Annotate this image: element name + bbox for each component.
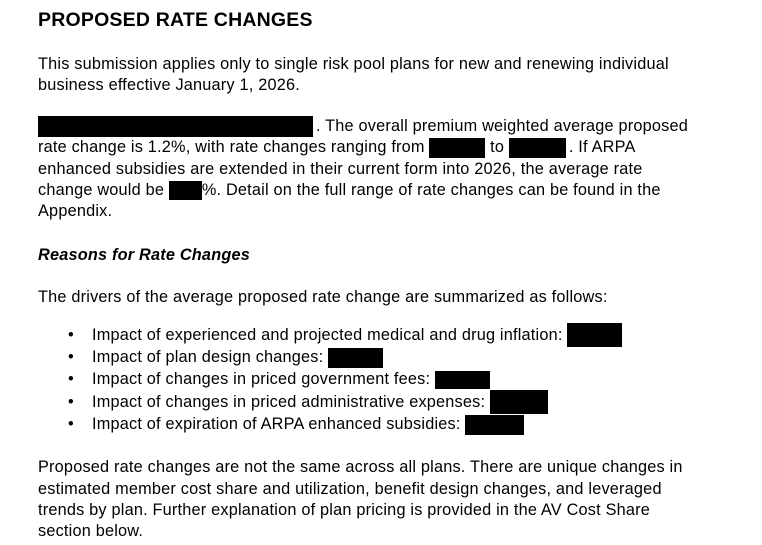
driver-label: Impact of changes in priced administrati…: [92, 392, 490, 411]
intro-line-2: business effective January 1, 2026.: [38, 76, 300, 95]
redaction-bar: [434, 370, 490, 389]
redaction-bar: [38, 116, 313, 138]
redaction-bar: [328, 347, 384, 368]
overview-line-4-end: %. Detail on the full range of rate chan…: [201, 181, 661, 200]
list-item: • Impact of experienced and projected med…: [68, 323, 724, 348]
list-item: • Impact of changes in priced government …: [68, 368, 724, 390]
driver-label: Impact of experienced and projected medi…: [92, 325, 568, 344]
bullet-icon: •: [68, 392, 74, 411]
intro-line-1: This submission applies only to single r…: [38, 55, 669, 73]
list-item: • Impact of plan design changes:: [68, 346, 724, 368]
closing-line-2: estimated member cost share and utilizat…: [38, 479, 662, 498]
overview-line-3: enhanced subsidies are extended in their…: [38, 159, 643, 178]
section-heading-reasons: Reasons for Rate Changes: [38, 245, 250, 264]
closing-line-3: trends by plan. Further explanation of p…: [38, 500, 651, 519]
intro-paragraph: This submission applies only to single r…: [38, 54, 724, 97]
redaction-bar: [168, 181, 202, 201]
bullet-icon: •: [68, 414, 74, 433]
page-title: PROPOSED RATE CHANGES: [38, 9, 313, 31]
redaction-bar: [465, 414, 525, 435]
driver-list: • Impact of experienced and projected med…: [38, 323, 724, 435]
list-item: • Impact of changes in priced administrat…: [68, 390, 724, 415]
redaction-bar: [429, 137, 486, 158]
overview-line-1: . The overall premium weighted average p…: [316, 116, 689, 135]
driver-label: Impact of expiration of ARPA enhanced su…: [92, 414, 466, 433]
bullet-icon: •: [68, 347, 74, 366]
list-item: • Impact of expiration of ARPA enhanced s…: [68, 413, 724, 435]
overview-line-5: Appendix.: [38, 202, 113, 221]
drivers-intro-paragraph: The drivers of the average proposed rate…: [38, 288, 608, 307]
closing-line-4: section below.: [38, 522, 144, 541]
driver-label: Impact of changes in priced government f…: [92, 370, 435, 389]
redaction-bar: [489, 390, 548, 415]
redaction-bar: [508, 137, 566, 158]
redaction-bar: [567, 323, 623, 348]
closing-line-1: Proposed rate changes are not the same a…: [38, 458, 683, 477]
overview-paragraph: . The overall premium weighted average p…: [38, 116, 724, 223]
overview-line-2-mid: to: [485, 138, 509, 157]
closing-paragraph: Proposed rate changes are not the same a…: [38, 457, 724, 543]
bullet-icon: •: [68, 325, 74, 344]
bullet-icon: •: [68, 370, 74, 389]
overview-line-4-start: change would be: [38, 181, 169, 200]
overview-line-2-end: . If ARPA: [568, 138, 636, 157]
driver-label: Impact of plan design changes:: [92, 347, 329, 366]
overview-line-2-start: rate change is 1.2%, with rate changes r…: [38, 138, 430, 157]
